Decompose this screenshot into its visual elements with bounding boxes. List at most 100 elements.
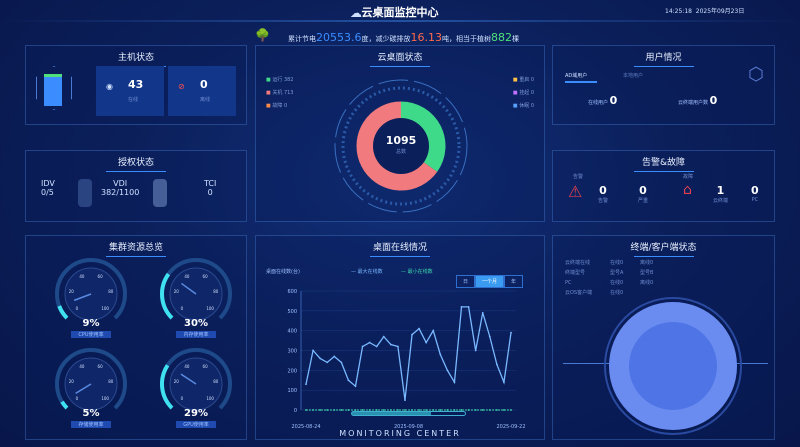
panel-title: 告警&故障 (553, 155, 774, 172)
data-point (488, 409, 491, 411)
data-point (432, 329, 435, 332)
tab-ad-users[interactable]: AD域用户 (565, 72, 598, 83)
gauge-tick-label: 20 (69, 289, 75, 294)
fault-label: 故障 (683, 174, 694, 180)
gauge-needle (75, 383, 92, 395)
panel-title: 终端/客户端状态 (553, 240, 774, 257)
gauge-fill (60, 400, 69, 410)
data-point (481, 311, 484, 314)
terminal-label: 云OS客户端 (565, 290, 593, 296)
desktop-donut (334, 79, 468, 213)
panel-title: 授权状态 (26, 155, 246, 172)
legend-min: — 最小在线数 (401, 269, 433, 275)
data-point (368, 341, 371, 344)
gauge-tick-label: 0 (181, 396, 184, 401)
data-point (354, 385, 357, 388)
outer-ring (334, 79, 468, 213)
chart-title: 桌面在线情况 (256, 240, 544, 257)
play-icon: ◉ (106, 82, 113, 91)
gauge-tick-label: 40 (79, 364, 85, 369)
alarm-panel: 告警&故障 告警 故障 ⚠ 0 告警 0 严重 ⌂ 1 云终端 0 PC (552, 150, 775, 222)
data-point (488, 335, 491, 338)
data-point (453, 381, 456, 384)
gauge-tick-label: 20 (174, 289, 180, 294)
banner-unit: 吨，相当于植树 (442, 35, 491, 43)
gauge-tick-label: 0 (181, 306, 184, 311)
offline-count: 0 (200, 78, 208, 91)
data-point (404, 399, 406, 401)
range-year-button[interactable]: 年 (504, 275, 524, 288)
user-status-panel: 用户情况 AD域用户 本地用户 ⬡ 在线用户 0 云终端用户数 0 (552, 45, 775, 125)
license-name: VDI (113, 179, 128, 188)
energy-banner: 累计节电20553.6度，减少碳排放16.13吨，相当于植树882棵 (288, 31, 519, 44)
pc-fault-count: 0 PC (751, 184, 759, 203)
y-tick-label: 600 (287, 289, 297, 295)
tab-local-users[interactable]: 本地用户 (623, 73, 644, 79)
gauge-tick-label: 100 (206, 396, 214, 401)
hexagon-deco-icon: ⬡ (748, 64, 764, 85)
data-point (347, 379, 350, 382)
panel-title: 用户情况 (553, 50, 774, 67)
data-point (503, 381, 505, 384)
legend-item: ■ 关机 713 (266, 90, 294, 96)
chart-zoom-slider[interactable] (351, 411, 466, 416)
data-point (467, 305, 470, 308)
range-selector: 日一个月年 (456, 268, 524, 288)
license-idv: IDV 0/5 (41, 179, 55, 197)
license-value: 0/5 (41, 188, 54, 197)
terminal-row: 云终端在线 在线0 离线0 (565, 258, 670, 268)
gauge-tick-label: 60 (203, 364, 209, 369)
terminal-value: 型号A (610, 270, 624, 276)
data-point (389, 409, 392, 411)
gauge: 0 20 40 60 80 100 5% 存储使用率 (41, 346, 141, 441)
data-point (326, 409, 329, 411)
banner-prefix: 累计节电 (288, 35, 316, 43)
gauge-label: CPU使用率 (71, 331, 111, 338)
banner-unit: 度，减少碳排放 (361, 35, 411, 43)
online-users: 在线用户 0 (588, 94, 618, 107)
data-point (439, 353, 442, 356)
carbon-reduced: 16.13 (410, 31, 443, 44)
header-divider (0, 20, 800, 22)
data-point (446, 369, 449, 372)
range-month-button[interactable]: 一个月 (475, 275, 505, 288)
gauge-tick-label: 60 (98, 274, 104, 279)
clock: 14:25:18 2025年09月23日 (665, 6, 744, 15)
data-point (453, 409, 456, 411)
warning-icon: ⚠ (568, 182, 583, 201)
data-point (425, 409, 428, 411)
data-point (361, 345, 364, 348)
data-point (361, 409, 364, 411)
data-point (396, 409, 399, 411)
data-point (404, 409, 406, 411)
alarm-count: 0 告警 (598, 184, 609, 204)
gauge-value: 5% (82, 408, 100, 419)
panel-title: 集群资源总览 (26, 240, 246, 257)
gauge-tick-label: 100 (206, 306, 214, 311)
data-point (354, 409, 357, 411)
offline-card: ⊘ 0 离线 (168, 66, 236, 116)
data-point (495, 409, 498, 411)
license-name: TCI (204, 179, 217, 188)
range-day-button[interactable]: 日 (456, 275, 476, 288)
host-status-panel: 主机状态 ◉ 43 在线 ⊘ 0 离线 (25, 45, 247, 125)
data-point (425, 341, 428, 344)
offline-label: 离线 (200, 97, 211, 103)
terminal-label: 终端型号 (565, 270, 586, 276)
power-saved: 20553.6 (316, 31, 362, 44)
gauge-tick-label: 40 (79, 274, 85, 279)
data-point (347, 409, 350, 411)
outer-circle-ring (604, 297, 742, 435)
gauge-track (55, 258, 127, 320)
gauge-tick-label: 100 (101, 396, 109, 401)
data-point (460, 409, 463, 411)
banner-unit: 棵 (512, 35, 519, 43)
y-tick-label: 200 (287, 368, 297, 374)
gauge-needle (180, 282, 197, 295)
gauge-needle (73, 293, 92, 302)
gauge-tick-label: 40 (184, 274, 190, 279)
gauge-label: 内存使用率 (176, 331, 216, 338)
data-point (396, 345, 399, 348)
data-point (474, 409, 477, 411)
data-point (510, 331, 512, 334)
